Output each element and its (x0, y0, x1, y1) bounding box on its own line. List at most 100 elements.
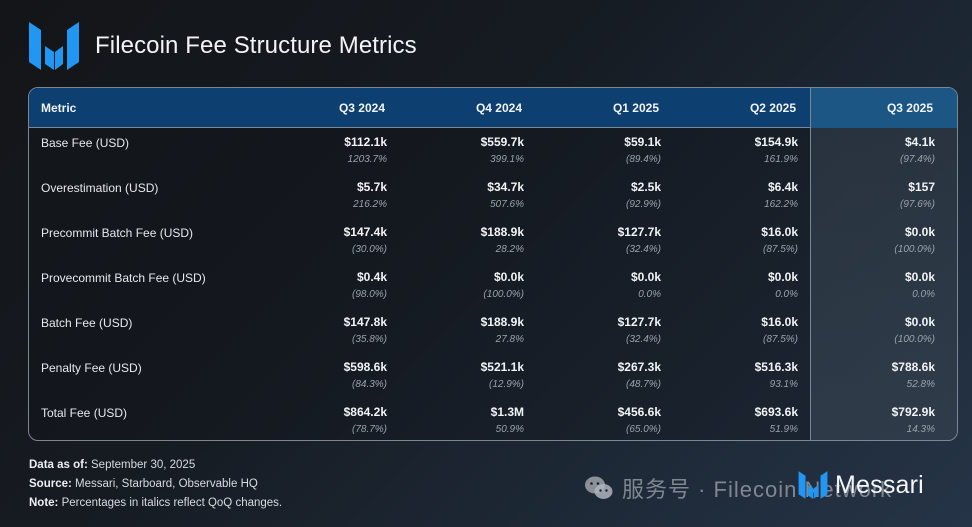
source-line: Source: Messari, Starboard, Observable H… (29, 475, 282, 494)
cell-change: 0.0% (638, 289, 661, 300)
cell-change: 399.1% (490, 154, 524, 165)
row-label: Overestimation (USD) (41, 181, 159, 195)
table-row: Batch Fee (USD) $147.8k (35.8%) $188.9k 27… (29, 309, 957, 354)
cell-change: (65.0%) (625, 424, 661, 435)
cell-value: $127.7k (617, 315, 661, 329)
cell-value: $0.0k (904, 225, 935, 239)
table-cell: $0.0k (100.0%) (414, 270, 524, 302)
cell-value: $154.9k (754, 135, 798, 149)
cell-change: 93.1% (769, 379, 798, 390)
column-header-q3-2025: Q3 2025 (886, 100, 933, 115)
table-cell: $0.4k (98.0%) (277, 270, 387, 302)
table-cell: $456.6k (65.0%) (551, 405, 661, 437)
table-cell: $2.5k (92.9%) (551, 180, 661, 212)
table-cell: $1.3M 50.9% (414, 405, 524, 437)
cell-value: $792.9k (891, 405, 935, 419)
table-cell: $5.7k 216.2% (277, 180, 387, 212)
cell-value: $598.6k (343, 360, 387, 374)
table-cell: $0.0k 0.0% (825, 270, 935, 302)
table-cell: $864.2k (78.7%) (277, 405, 387, 437)
cell-value: $157 (908, 180, 935, 194)
cell-value: $456.6k (617, 405, 661, 419)
cell-change: (92.9%) (625, 199, 661, 210)
cell-value: $693.6k (754, 405, 798, 419)
table-cell: $16.0k (87.5%) (688, 315, 798, 347)
data-as-of-line: Data as of: September 30, 2025 (29, 456, 282, 475)
table-cell: $598.6k (84.3%) (277, 360, 387, 392)
table-cell: $0.0k 0.0% (688, 270, 798, 302)
table-row: Base Fee (USD) $112.1k 1203.7% $559.7k 399… (29, 129, 957, 174)
cell-value: $147.4k (343, 225, 387, 239)
cell-change: 28.2% (495, 244, 524, 255)
cell-change: (100.0%) (483, 289, 524, 300)
table-cell: $788.6k 52.8% (825, 360, 935, 392)
fee-metrics-table: Metric Q3 2024 Q4 2024 Q1 2025 Q2 2025 Q… (28, 87, 958, 441)
cell-change: (30.0%) (351, 244, 387, 255)
cell-change: 507.6% (490, 199, 524, 210)
cell-change: (98.0%) (351, 289, 387, 300)
table-cell: $147.8k (35.8%) (277, 315, 387, 347)
brand-name: Messari (835, 470, 924, 499)
table-cell: $521.1k (12.9%) (414, 360, 524, 392)
cell-change: (32.4%) (625, 334, 661, 345)
cell-value: $516.3k (754, 360, 798, 374)
table-cell: $0.0k 0.0% (551, 270, 661, 302)
cell-change: 161.9% (764, 154, 798, 165)
row-label: Penalty Fee (USD) (41, 361, 142, 375)
cell-value: $0.0k (904, 315, 935, 329)
table-cell: $792.9k 14.3% (825, 405, 935, 437)
cell-value: $4.1k (904, 135, 935, 149)
cell-change: (87.5%) (762, 334, 798, 345)
note-line: Note: Percentages in italics reflect QoQ… (29, 494, 282, 513)
watermark-text: 服务号 · Filecoin Network (622, 477, 893, 502)
cell-change: 50.9% (495, 424, 524, 435)
table-cell: $16.0k (87.5%) (688, 225, 798, 257)
cell-value: $188.9k (480, 315, 524, 329)
cell-value: $127.7k (617, 225, 661, 239)
table-cell: $157 (97.6%) (825, 180, 935, 212)
cell-value: $559.7k (480, 135, 524, 149)
cell-change: (12.9%) (488, 379, 524, 390)
column-header-q1-2025: Q1 2025 (612, 100, 659, 115)
cell-change: 14.3% (906, 424, 935, 435)
cell-change: 216.2% (353, 199, 387, 210)
table-row: Total Fee (USD) $864.2k (78.7%) $1.3M 50.9… (29, 399, 957, 440)
row-label: Precommit Batch Fee (USD) (41, 226, 194, 240)
data-as-of-label: Data as of: (29, 459, 88, 471)
cell-value: $0.4k (356, 270, 387, 284)
cell-value: $188.9k (480, 225, 524, 239)
table-row: Overestimation (USD) $5.7k 216.2% $34.7k 5… (29, 174, 957, 219)
cell-change: (32.4%) (625, 244, 661, 255)
cell-change: (100.0%) (894, 244, 935, 255)
wechat-watermark: 服务号 · Filecoin Network (584, 472, 892, 504)
cell-change: 1203.7% (347, 154, 387, 165)
table-cell: $127.7k (32.4%) (551, 225, 661, 257)
cell-value: $0.0k (493, 270, 524, 284)
cell-value: $2.5k (630, 180, 661, 194)
table-header-row: Metric Q3 2024 Q4 2024 Q1 2025 Q2 2025 Q… (29, 88, 957, 128)
messari-logo-icon (798, 471, 828, 499)
cell-value: $147.8k (343, 315, 387, 329)
cell-value: $5.7k (356, 180, 387, 194)
table-cell: $147.4k (30.0%) (277, 225, 387, 257)
source-value: Messari, Starboard, Observable HQ (75, 478, 258, 490)
cell-change: 27.8% (495, 334, 524, 345)
cell-change: 0.0% (775, 289, 798, 300)
table-cell: $267.3k (48.7%) (551, 360, 661, 392)
table-cell: $0.0k (100.0%) (825, 225, 935, 257)
cell-value: $59.1k (624, 135, 661, 149)
table-cell: $693.6k 51.9% (688, 405, 798, 437)
table-cell: $4.1k (97.4%) (825, 135, 935, 167)
cell-change: (97.4%) (899, 154, 935, 165)
table-cell: $188.9k 27.8% (414, 315, 524, 347)
table-cell: $559.7k 399.1% (414, 135, 524, 167)
cell-value: $0.0k (904, 270, 935, 284)
row-label: Batch Fee (USD) (41, 316, 133, 330)
footnotes: Data as of: September 30, 2025 Source: M… (29, 456, 282, 513)
cell-value: $864.2k (343, 405, 387, 419)
cell-value: $112.1k (344, 135, 387, 149)
cell-change: 162.2% (764, 199, 798, 210)
cell-value: $16.0k (761, 225, 798, 239)
table-cell: $6.4k 162.2% (688, 180, 798, 212)
cell-value: $34.7k (487, 180, 524, 194)
